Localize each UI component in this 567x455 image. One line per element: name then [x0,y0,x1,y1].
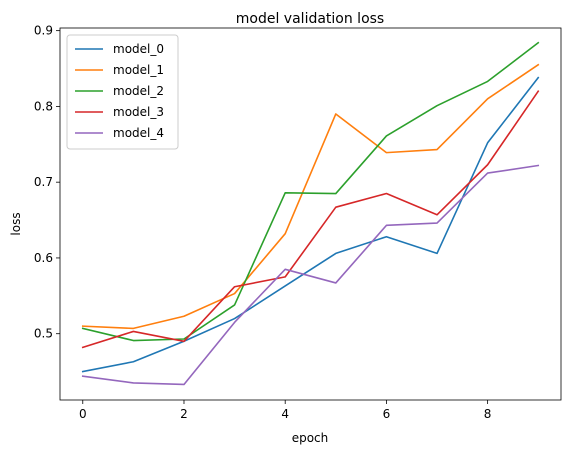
y-tick-label: 0.5 [34,327,53,341]
series-line-model_2 [81,41,540,342]
legend-label-model_2: model_2 [113,84,164,98]
y-tick-label: 0.9 [34,24,53,38]
y-tick-label: 0.7 [34,175,53,189]
legend: model_0 model_1 model_2 model_3 model_4 [66,34,179,150]
x-tick-label: 4 [281,407,289,421]
legend-label-model_0: model_0 [113,42,164,56]
plot-frame [59,27,562,401]
x-tick-label: 2 [180,407,188,421]
y-axis-label: loss [9,212,23,235]
chart-title: model validation loss [236,11,384,27]
series-layer [81,41,540,386]
legend-label-model_4: model_4 [113,126,164,140]
x-tick-label: 0 [79,407,87,421]
legend-box [66,34,179,150]
legend-label-model_1: model_1 [113,63,164,77]
series-line-model_3 [81,90,540,349]
series-line-model_1 [81,63,540,330]
axes-layer: 0 2 4 6 8 0.5 0.6 0.7 0.8 0.9 [34,24,562,421]
x-axis-label: epoch [292,431,329,445]
y-tick-label: 0.8 [34,99,53,113]
y-tick-label: 0.6 [34,251,53,265]
x-tick-label: 8 [484,407,492,421]
x-tick-label: 6 [383,407,391,421]
legend-label-model_3: model_3 [113,105,164,119]
series-line-model_4 [81,164,540,386]
